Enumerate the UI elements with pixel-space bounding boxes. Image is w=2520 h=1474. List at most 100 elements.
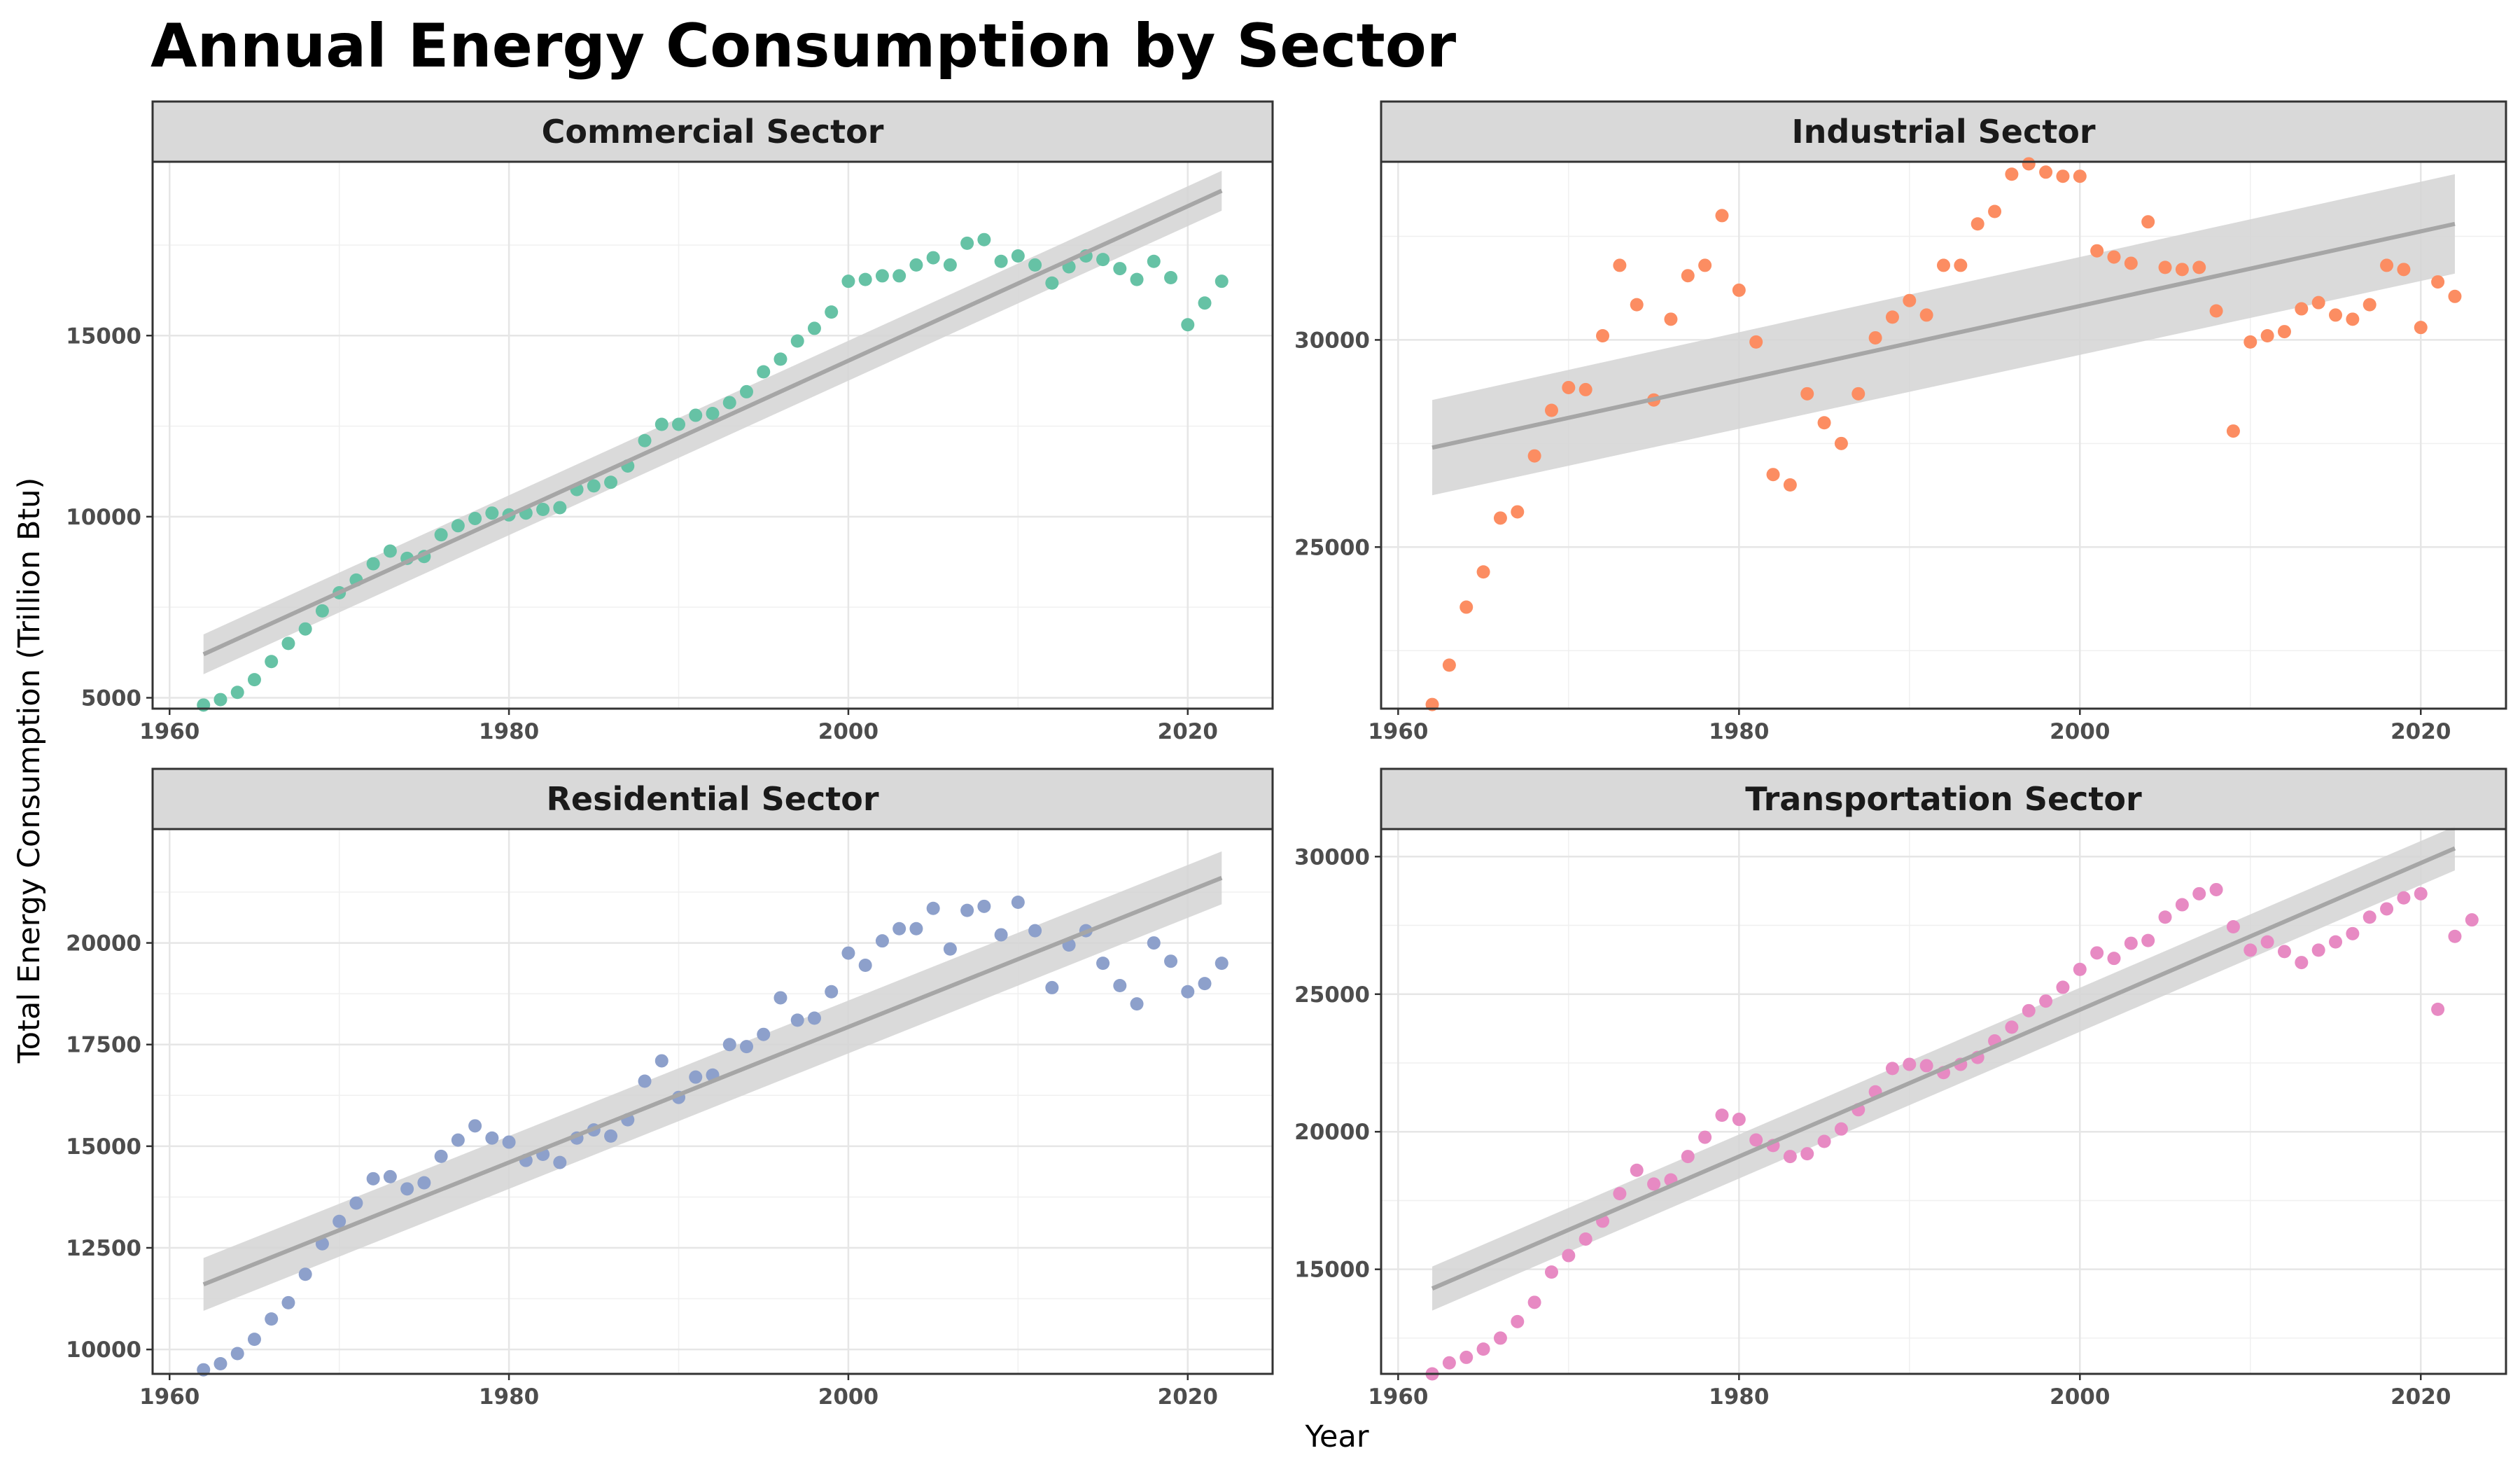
data-point <box>2124 936 2138 950</box>
y-tick-label: 20000 <box>1294 1120 1370 1145</box>
data-point <box>1493 1331 1507 1345</box>
data-point <box>841 946 855 960</box>
data-point <box>536 503 550 517</box>
data-point <box>332 1214 346 1228</box>
data-point <box>366 1171 380 1186</box>
data-point <box>892 269 906 283</box>
data-point <box>1698 258 1712 272</box>
data-point <box>977 232 991 246</box>
data-point <box>349 1196 363 1210</box>
data-point <box>1954 258 1968 272</box>
panel-border <box>151 828 1274 1375</box>
data-point <box>638 433 652 447</box>
data-point <box>417 1176 431 1190</box>
facet-panels: Commercial Sector 1960 1980 2000 2020 5000 100… <box>66 100 2507 1410</box>
data-point <box>247 673 261 687</box>
data-point <box>654 1054 668 1068</box>
x-tick-label: 1980 <box>1709 1384 1769 1410</box>
data-point <box>2192 887 2206 901</box>
data-point <box>265 1312 279 1326</box>
data-point <box>875 934 889 948</box>
data-point <box>298 622 312 636</box>
data-point <box>1834 436 1848 450</box>
data-point <box>2022 1003 2036 1017</box>
panel-commercial-sector: Commercial Sector 1960 1980 2000 2020 5000 100… <box>66 100 1274 744</box>
x-tick-label: 1960 <box>139 719 200 744</box>
data-point <box>722 1038 736 1052</box>
data-point <box>774 352 788 366</box>
data-point <box>1749 335 1763 349</box>
data-point <box>943 942 957 956</box>
facet-strip-label: Industrial Sector <box>1791 113 2095 151</box>
data-point <box>1851 387 1865 401</box>
data-point <box>1028 258 1042 272</box>
data-point <box>1476 1342 1490 1356</box>
data-point <box>1596 329 1610 342</box>
data-point <box>1817 1134 1831 1148</box>
data-point <box>2380 902 2394 916</box>
x-tick-label: 1960 <box>139 1384 200 1410</box>
data-point <box>1681 1150 1695 1164</box>
data-point <box>214 693 227 707</box>
data-point <box>2431 275 2445 289</box>
data-point <box>2209 882 2223 896</box>
data-point <box>825 305 839 319</box>
data-point <box>757 365 771 379</box>
data-point <box>909 258 923 272</box>
data-point <box>943 258 957 272</box>
data-point <box>858 272 872 286</box>
data-point <box>2277 945 2291 959</box>
data-point <box>977 899 991 913</box>
chart-title: Annual Energy Consumption by Sector <box>150 11 1457 81</box>
data-point <box>841 274 855 288</box>
y-tick-label: 25000 <box>1294 982 1370 1008</box>
data-point <box>757 1027 771 1041</box>
data-point <box>2005 1020 2019 1034</box>
data-point <box>1181 318 1195 332</box>
y-tick-label: 25000 <box>1294 535 1370 560</box>
x-tick-label: 2000 <box>2050 1384 2110 1410</box>
data-point <box>281 1295 295 1309</box>
data-point <box>2107 952 2121 966</box>
y-tick-label: 20000 <box>66 931 141 957</box>
data-point <box>2209 304 2223 318</box>
data-point <box>1919 308 1933 322</box>
data-point <box>807 321 821 335</box>
data-point <box>638 1074 652 1088</box>
data-point <box>774 991 788 1005</box>
x-tick-label: 1980 <box>479 1384 539 1410</box>
panel-border <box>151 160 1274 710</box>
data-point <box>2311 296 2325 310</box>
data-point <box>1970 217 1984 231</box>
panel-transportation-sector: Transportation Sector 1960 1980 2000 2020 150… <box>1294 767 2507 1410</box>
data-point <box>858 959 872 972</box>
x-tick-label: 1980 <box>479 719 539 744</box>
data-point <box>2346 926 2360 940</box>
data-point <box>739 1040 753 1054</box>
data-point <box>1937 258 1950 272</box>
data-point <box>1130 997 1144 1011</box>
data-point <box>1544 403 1558 417</box>
data-point <box>2260 329 2274 342</box>
data-point <box>2056 169 2070 183</box>
data-point <box>1647 1177 1661 1191</box>
y-tick-label: 10000 <box>66 1337 141 1363</box>
data-point <box>1562 380 1576 394</box>
data-point <box>553 501 567 515</box>
y-tick-label: 15000 <box>1294 1258 1370 1283</box>
data-point <box>1630 1163 1644 1177</box>
data-point <box>1613 1187 1627 1201</box>
data-point <box>689 1070 703 1084</box>
data-point <box>1028 924 1042 938</box>
data-point <box>1868 331 1882 345</box>
data-point <box>1732 283 1746 297</box>
data-point <box>909 922 923 936</box>
data-point <box>2073 169 2087 183</box>
data-point <box>1715 209 1729 223</box>
data-point <box>1011 249 1025 263</box>
data-point <box>1442 1356 1456 1370</box>
data-point <box>790 334 804 348</box>
data-point <box>366 557 380 571</box>
data-point <box>1113 979 1127 993</box>
